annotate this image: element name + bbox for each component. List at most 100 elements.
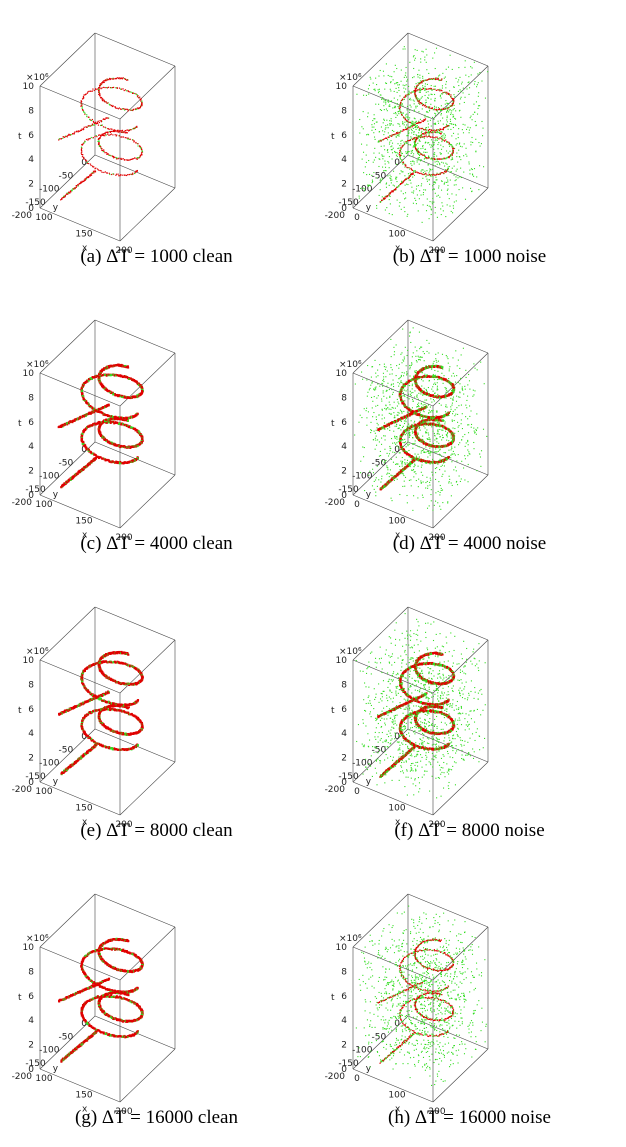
- noise-point: [447, 358, 449, 360]
- trajectory-point: [103, 438, 106, 441]
- noise-point: [426, 54, 428, 56]
- trajectory-point: [122, 158, 124, 160]
- trajectory-point: [452, 148, 454, 150]
- x-axis-label: x: [82, 244, 88, 254]
- noise-point: [451, 420, 453, 422]
- trajectory-point: [104, 459, 107, 462]
- noise-point: [453, 419, 455, 422]
- trajectory-point: [132, 173, 134, 175]
- noise-point: [373, 152, 375, 154]
- noise-point: [365, 161, 367, 163]
- trajectory-point: [435, 158, 437, 160]
- noise-point: [394, 443, 397, 445]
- trajectory-point: [88, 125, 90, 127]
- trajectory-point: [130, 173, 133, 175]
- noise-point: [449, 120, 452, 122]
- box-edge: [94, 32, 176, 67]
- noise-point: [455, 194, 457, 196]
- trajectory-point: [106, 102, 108, 104]
- noise-point: [404, 85, 406, 87]
- noise-point: [375, 103, 377, 105]
- trajectory-point: [81, 107, 83, 109]
- noise-point: [447, 152, 449, 154]
- noise-point: [448, 111, 450, 113]
- box-edge: [432, 65, 489, 120]
- noise-point: [400, 143, 402, 145]
- trajectory-point: [130, 109, 132, 111]
- noise-point: [447, 102, 449, 105]
- noise-point: [408, 85, 410, 88]
- trajectory-point: [390, 135, 393, 137]
- noise-point: [406, 135, 408, 137]
- trajectory-point: [414, 146, 416, 148]
- noise-point: [407, 434, 409, 436]
- trajectory-point: [428, 88, 430, 90]
- noise-point: [461, 81, 463, 83]
- trajectory-point: [425, 133, 427, 135]
- noise-point: [425, 101, 427, 103]
- noise-point: [440, 404, 442, 406]
- noise-point: [403, 394, 405, 396]
- noise-point: [438, 142, 440, 144]
- trajectory-point: [433, 158, 436, 160]
- noise-point: [436, 385, 438, 387]
- trajectory-point: [413, 124, 415, 127]
- trajectory-point: [428, 135, 430, 137]
- trajectory-point: [420, 134, 423, 136]
- trajectory-point: [140, 103, 143, 106]
- noise-point: [421, 50, 423, 52]
- noise-point: [379, 179, 381, 181]
- noise-point: [432, 430, 434, 432]
- noise-point: [385, 100, 387, 102]
- trajectory-point: [401, 182, 403, 184]
- noise-point: [384, 428, 386, 430]
- noise-point: [382, 97, 384, 99]
- trajectory-point: [399, 110, 401, 113]
- noise-point: [395, 116, 397, 119]
- noise-point: [394, 415, 396, 417]
- trajectory-point: [126, 365, 129, 368]
- noise-point: [474, 111, 476, 113]
- trajectory-point: [422, 103, 425, 106]
- trajectory-point: [440, 158, 442, 160]
- trajectory-point: [81, 181, 83, 183]
- noise-point: [434, 52, 436, 54]
- trajectory-point: [119, 88, 122, 90]
- noise-point: [427, 130, 430, 132]
- noise-point: [421, 419, 423, 421]
- noise-point: [402, 383, 404, 385]
- noise-point: [440, 508, 442, 510]
- noise-point: [412, 443, 414, 445]
- trajectory-point: [107, 127, 109, 130]
- trajectory-point: [392, 191, 394, 193]
- trajectory-point: [423, 105, 426, 107]
- trajectory-point: [87, 139, 89, 141]
- noise-point: [393, 401, 395, 403]
- noise-point: [428, 142, 430, 144]
- trajectory-point: [393, 188, 396, 191]
- noise-point: [420, 452, 422, 454]
- noise-point: [390, 338, 392, 341]
- trajectory-point: [430, 129, 432, 131]
- trajectory-point: [125, 79, 128, 81]
- trajectory-point: [88, 138, 90, 140]
- noise-point: [423, 189, 425, 191]
- trajectory-point: [405, 128, 408, 131]
- noise-point: [377, 383, 379, 385]
- trajectory-point: [87, 176, 89, 178]
- noise-point: [420, 160, 422, 162]
- noise-point: [398, 367, 400, 369]
- noise-point: [385, 409, 387, 411]
- noise-point: [392, 107, 394, 109]
- noise-point: [432, 189, 434, 191]
- trajectory-point: [421, 82, 423, 84]
- noise-point: [433, 123, 435, 125]
- trajectory-point: [427, 79, 429, 81]
- trajectory-point: [120, 108, 122, 110]
- trajectory-point: [124, 137, 126, 139]
- noise-point: [434, 152, 436, 154]
- trajectory-point: [436, 173, 438, 175]
- noise-point: [475, 138, 477, 140]
- noise-point: [402, 112, 404, 114]
- noise-point: [448, 440, 450, 442]
